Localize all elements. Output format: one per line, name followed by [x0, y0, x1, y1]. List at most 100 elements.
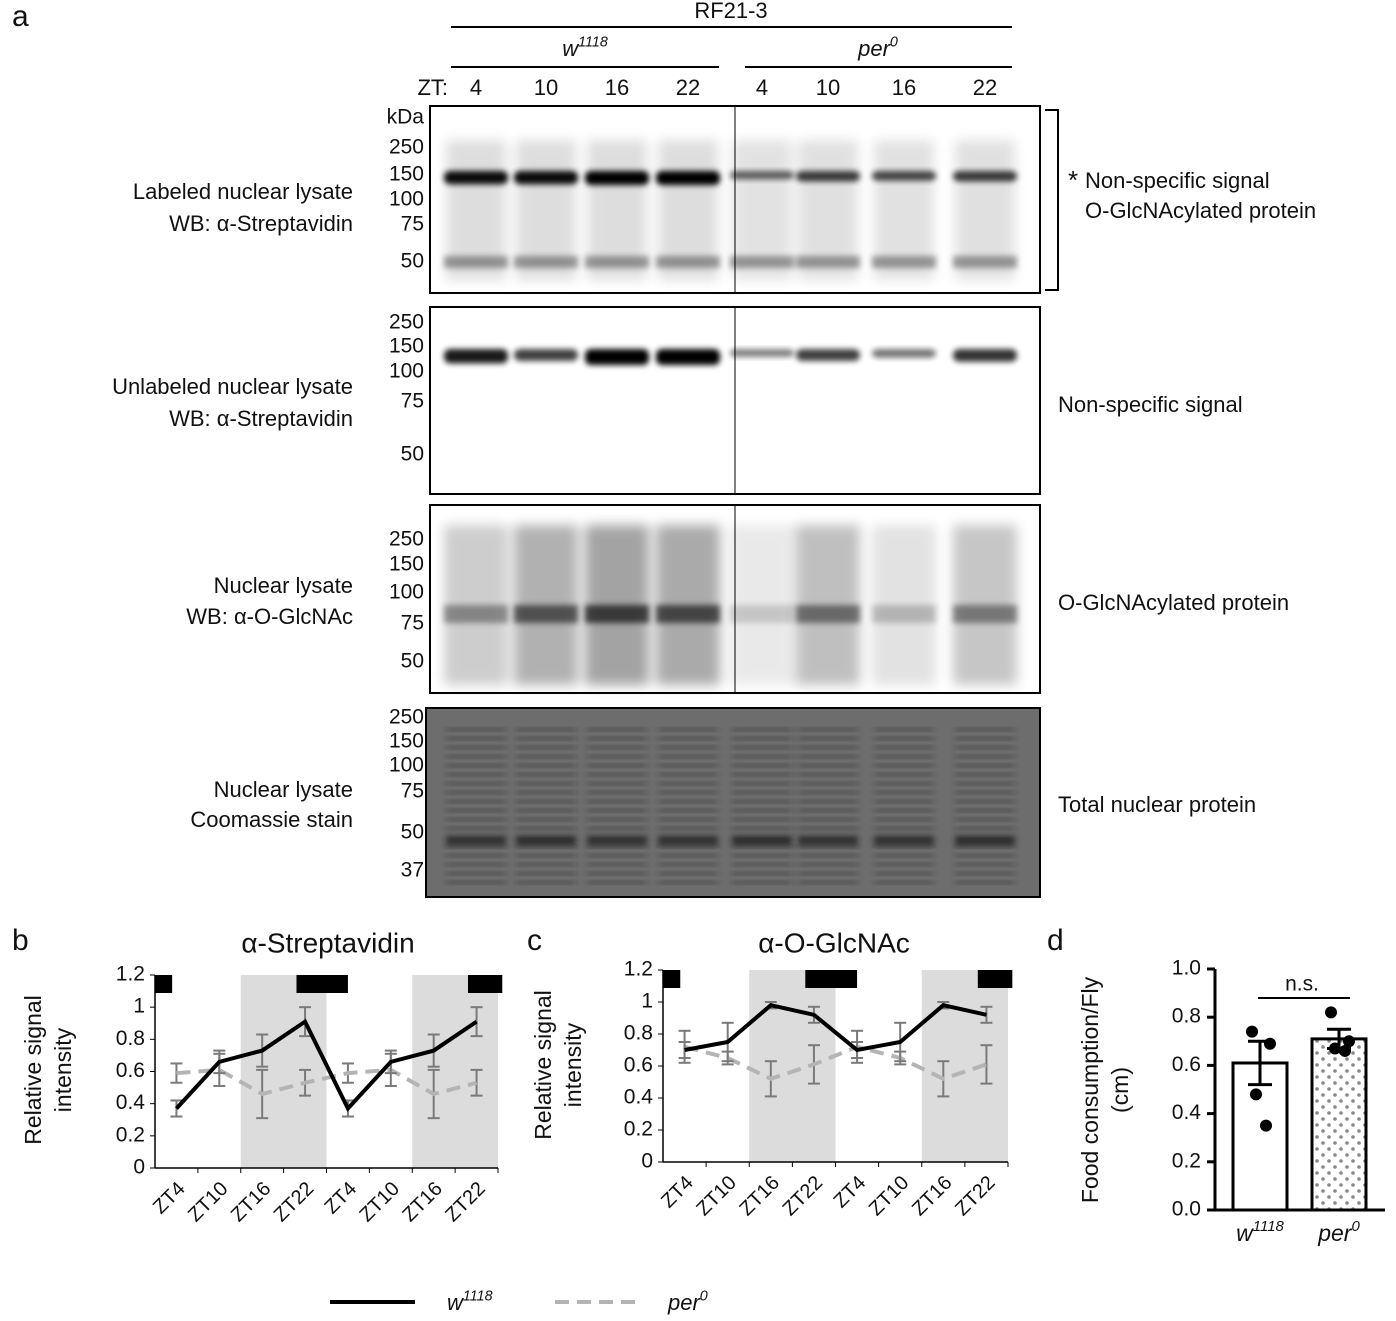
genotype-label-superscript: 0	[890, 34, 898, 50]
dark-phase-bar	[977, 970, 1013, 988]
band	[446, 773, 506, 776]
band	[732, 728, 792, 731]
band	[796, 605, 860, 623]
error-bar	[170, 1062, 183, 1084]
bracket	[1045, 109, 1059, 291]
band	[444, 605, 508, 623]
band	[587, 782, 647, 785]
band	[732, 800, 792, 803]
band	[446, 737, 506, 740]
band	[446, 863, 506, 866]
smear	[587, 140, 647, 280]
band	[446, 809, 506, 812]
band	[955, 755, 1015, 758]
band	[955, 854, 1015, 857]
band	[955, 872, 1015, 875]
size-marker: 50	[401, 443, 424, 466]
smear	[658, 140, 718, 280]
panel-label: b	[12, 924, 29, 957]
band	[874, 872, 934, 875]
band	[516, 881, 576, 884]
lane-label: 10	[816, 75, 840, 100]
band	[658, 746, 718, 749]
band	[658, 791, 718, 794]
band	[446, 746, 506, 749]
band	[955, 809, 1015, 812]
x-tick-label: ZT22	[779, 1172, 828, 1221]
band	[732, 845, 792, 848]
y-axis-label: (cm)	[1107, 1067, 1133, 1113]
y-tick-label: 0.6	[116, 1059, 145, 1082]
y-tick-label: 1.2	[116, 963, 145, 986]
band	[658, 755, 718, 758]
band	[798, 818, 858, 821]
genotype-label-superscript: 1118	[578, 34, 608, 50]
band	[874, 836, 934, 845]
band	[874, 881, 934, 884]
smear	[955, 140, 1015, 280]
band	[798, 755, 858, 758]
data-point	[1325, 1006, 1337, 1019]
genotype-label-base: per	[857, 36, 891, 61]
y-tick-label: 0.2	[116, 1123, 145, 1146]
band	[587, 863, 647, 866]
x-tick-label: ZT16	[908, 1172, 957, 1221]
band	[732, 881, 792, 884]
x-tick-label: ZT16	[736, 1172, 785, 1221]
x-tick-label: ZT10	[692, 1172, 741, 1221]
size-marker: 150	[389, 553, 424, 576]
band	[874, 728, 934, 731]
band	[732, 746, 792, 749]
band	[798, 791, 858, 794]
band	[587, 755, 647, 758]
bar	[1231, 1061, 1289, 1212]
band	[446, 782, 506, 785]
band	[446, 881, 506, 884]
y-axis-label: intensity	[50, 1027, 76, 1112]
band	[658, 800, 718, 803]
smear	[732, 140, 792, 280]
blot	[429, 504, 1041, 694]
smear	[516, 140, 576, 280]
size-marker: 250	[389, 311, 424, 334]
band	[953, 605, 1017, 623]
blot-label: Unlabeled nuclear lysate	[112, 374, 353, 399]
x-tick-label: ZT16	[398, 1178, 447, 1227]
genotype-label: w1118	[562, 34, 608, 61]
size-marker: 250	[389, 528, 424, 551]
band	[798, 845, 858, 848]
y-tick-label: 0.4	[1172, 1101, 1202, 1124]
band	[587, 845, 647, 848]
band	[658, 845, 718, 848]
band	[658, 764, 718, 767]
lane-label: 22	[676, 75, 700, 100]
band	[955, 782, 1015, 785]
band	[955, 800, 1015, 803]
band	[955, 773, 1015, 776]
band	[874, 782, 934, 785]
band	[658, 836, 718, 845]
blot-label: WB: α-Streptavidin	[169, 406, 353, 431]
size-marker: 37	[401, 859, 424, 882]
x-tick-label-superscript: 0	[1351, 1218, 1360, 1235]
signal-label: O-GlcNAcylated protein	[1058, 590, 1289, 615]
band	[587, 872, 647, 875]
band	[446, 755, 506, 758]
y-tick-label: 1.2	[624, 958, 653, 981]
group-title: RF21-3	[694, 0, 767, 23]
band	[732, 755, 792, 758]
size-marker: 75	[401, 213, 424, 236]
data-point	[1250, 1088, 1262, 1101]
band	[953, 349, 1017, 362]
band	[446, 791, 506, 794]
band	[798, 854, 858, 857]
band	[955, 728, 1015, 731]
x-tick-label: ZT10	[865, 1172, 914, 1221]
band	[955, 836, 1015, 845]
x-tick-label: ZT4	[149, 1178, 190, 1219]
band	[658, 854, 718, 857]
band	[587, 881, 647, 884]
genotype-label: per0	[857, 34, 898, 61]
band	[516, 818, 576, 821]
x-tick-label: per0	[1317, 1218, 1360, 1246]
